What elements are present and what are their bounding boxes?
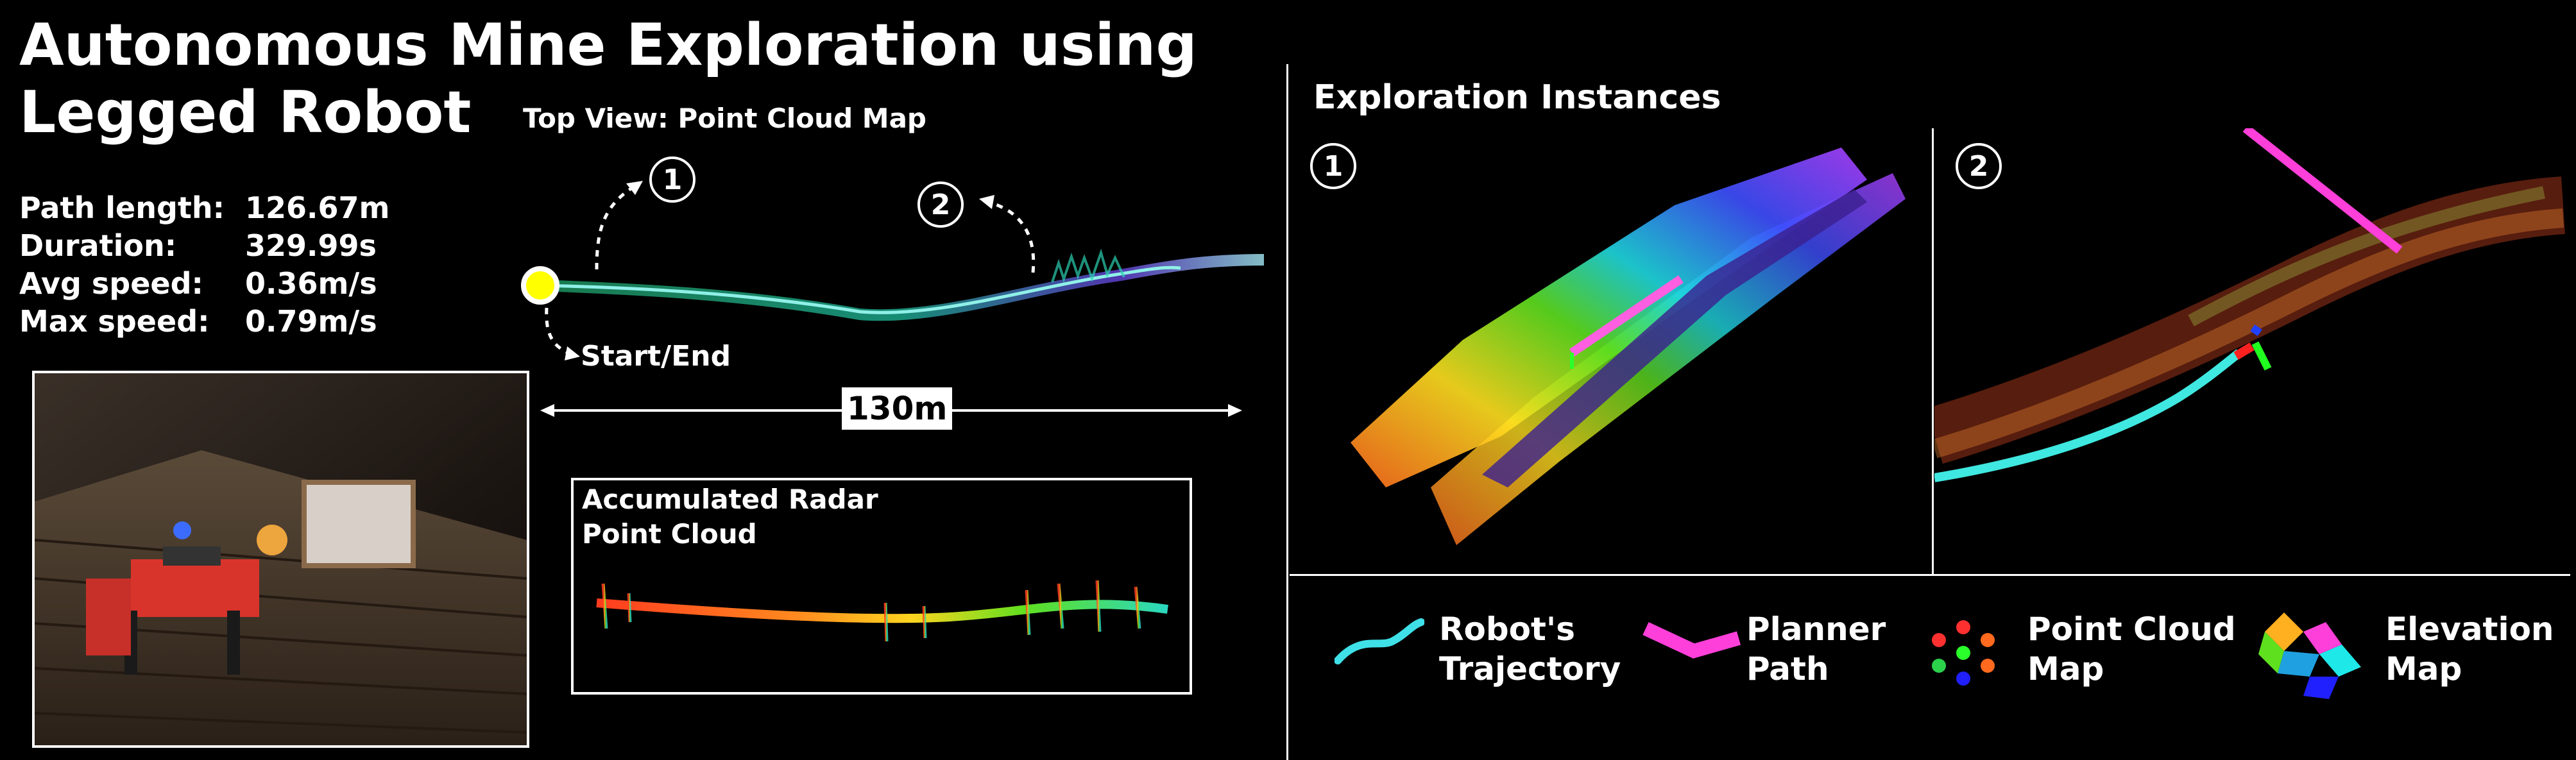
legend-divider — [1290, 574, 2570, 576]
arrow-to-start-end — [545, 307, 572, 356]
scale-arrow-left — [540, 404, 554, 417]
start-end-label: Start/End — [581, 340, 731, 373]
pointcloud-legend-line-2: Map — [2027, 650, 2104, 688]
robot-photo-image — [35, 373, 527, 745]
panel-2-badge: 2 — [1956, 143, 2002, 189]
arrow-head-start — [565, 346, 580, 360]
planner-path-legend-icon — [1642, 622, 1741, 659]
radar-title: Accumulated Radar Point Cloud — [582, 482, 878, 552]
top-view-label: Top View: Point Cloud Map — [523, 103, 926, 134]
radar-title-line-2: Point Cloud — [582, 518, 757, 550]
start-marker-icon — [521, 266, 559, 305]
marker-2-badge: 2 — [917, 182, 964, 228]
elevation-map-legend-label: Elevation Map — [2385, 609, 2554, 689]
stat-row-duration: Duration: 329.99s — [19, 227, 389, 265]
planner-legend-line-1: Planner — [1746, 611, 1886, 648]
elevation-legend-line-1: Elevation — [2385, 611, 2554, 648]
elevation-legend-line-2: Map — [2385, 650, 2462, 688]
stat-row-path-length: Path length: 126.67m — [19, 189, 389, 227]
planner-path-legend-label: Planner Path — [1746, 609, 1886, 689]
radar-title-line-1: Accumulated Radar — [582, 484, 878, 515]
arrow-to-marker-1 — [595, 184, 636, 270]
point-cloud-legend-label: Point Cloud Map — [2027, 609, 2236, 689]
stat-value: 0.36m/s — [245, 266, 377, 301]
stat-value: 329.99s — [245, 228, 377, 263]
vertical-divider — [1286, 64, 1288, 760]
marker-1-badge: 1 — [649, 156, 695, 203]
stat-value: 0.79m/s — [245, 304, 377, 339]
trajectory-trail — [540, 266, 1181, 314]
trajectory-legend-label: Robot's Trajectory — [1439, 609, 1621, 689]
title-line-2: Legged Robot — [19, 79, 472, 146]
panel-divider — [1932, 128, 1934, 574]
scale-label: 130m — [842, 387, 953, 430]
arrow-head-1 — [626, 181, 643, 195]
stat-row-max-speed: Max speed: 0.79m/s — [19, 303, 389, 341]
stat-value: 126.67m — [245, 190, 390, 225]
arrow-to-marker-2 — [987, 200, 1036, 273]
trajectory-legend-line-2: Trajectory — [1439, 650, 1621, 688]
title-line-1: Autonomous Mine Exploration using — [19, 12, 1197, 79]
exploration-title: Exploration Instances — [1313, 78, 1721, 117]
point-cloud-legend-icon — [1932, 620, 1995, 686]
trail-noise — [1051, 248, 1125, 283]
stat-label: Max speed: — [19, 304, 210, 339]
exploration-panel-1 — [1351, 148, 1906, 545]
stat-label: Path length: — [19, 190, 225, 225]
stat-label: Avg speed: — [19, 266, 203, 301]
pointcloud-legend-line-1: Point Cloud — [2027, 611, 2236, 648]
trajectory-legend-icon — [1335, 618, 1424, 664]
stats-table: Path length: 126.67m Duration: 329.99s A… — [19, 189, 389, 341]
exploration-panel-2 — [1934, 128, 2566, 482]
planner-legend-line-2: Path — [1746, 650, 1829, 688]
arrow-head-2 — [979, 195, 994, 209]
top-view-map — [521, 181, 1265, 417]
scale-arrow-right — [1228, 404, 1242, 417]
robot-photo — [32, 371, 529, 748]
trajectory-legend-line-1: Robot's — [1439, 611, 1575, 648]
radar-panel — [571, 478, 1192, 695]
stat-row-avg-speed: Avg speed: 0.36m/s — [19, 265, 389, 303]
page-title: Autonomous Mine Exploration using Legged… — [19, 12, 1197, 146]
stat-label: Duration: — [19, 228, 177, 263]
radar-point-cloud — [596, 580, 1168, 642]
panel-1-badge: 1 — [1310, 143, 1356, 189]
elevation-map-legend-icon — [2258, 612, 2361, 699]
